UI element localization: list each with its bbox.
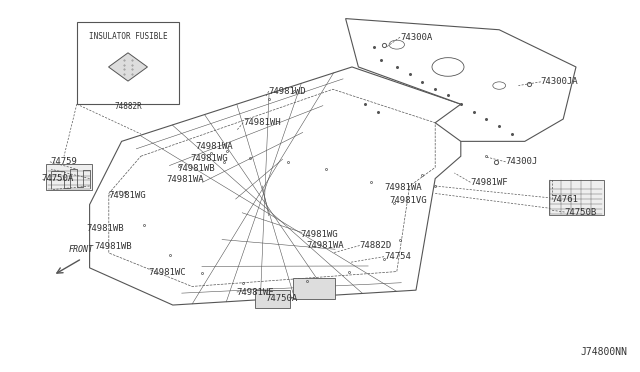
Text: 74981WG: 74981WG <box>191 154 228 163</box>
Text: 74300A: 74300A <box>400 33 432 42</box>
Bar <box>46 164 92 190</box>
Text: 74981WH: 74981WH <box>243 118 281 127</box>
Text: 74750A: 74750A <box>266 294 298 303</box>
Polygon shape <box>90 67 461 305</box>
Bar <box>293 278 335 299</box>
Bar <box>77 22 179 104</box>
Bar <box>255 290 290 308</box>
Text: FRONT: FRONT <box>68 245 93 254</box>
Text: 74981VG: 74981VG <box>389 196 427 205</box>
Text: 74759: 74759 <box>50 157 77 166</box>
Text: 74981WB: 74981WB <box>95 242 132 251</box>
Text: 74981WA: 74981WA <box>384 183 422 192</box>
Text: INSULATOR FUSIBLE: INSULATOR FUSIBLE <box>89 32 167 41</box>
Text: 74981WB: 74981WB <box>177 164 215 173</box>
Text: 74754: 74754 <box>384 252 411 261</box>
Text: 74750B: 74750B <box>564 208 596 217</box>
Text: 74981WG: 74981WG <box>301 230 339 239</box>
Text: 74981WA: 74981WA <box>195 142 233 151</box>
Polygon shape <box>109 53 147 81</box>
Text: 74981WB: 74981WB <box>86 224 124 233</box>
Text: 74981WG: 74981WG <box>109 191 147 200</box>
Text: 74750A: 74750A <box>42 174 74 183</box>
Text: 74981WA: 74981WA <box>166 175 204 184</box>
Text: 74761: 74761 <box>552 195 579 203</box>
Text: 74981WA: 74981WA <box>306 241 344 250</box>
Polygon shape <box>346 19 576 141</box>
Text: J74800NN: J74800NN <box>580 347 627 357</box>
Text: 74300J: 74300J <box>506 157 538 166</box>
Text: 74981WF: 74981WF <box>470 178 508 187</box>
Text: 74882R: 74882R <box>114 102 142 111</box>
Text: 74300JA: 74300JA <box>541 77 579 86</box>
Bar <box>549 180 604 215</box>
Text: 74981WE: 74981WE <box>237 288 275 296</box>
Text: 74882D: 74882D <box>360 241 392 250</box>
Text: 74981WD: 74981WD <box>269 87 307 96</box>
Text: 74981WC: 74981WC <box>148 268 186 277</box>
